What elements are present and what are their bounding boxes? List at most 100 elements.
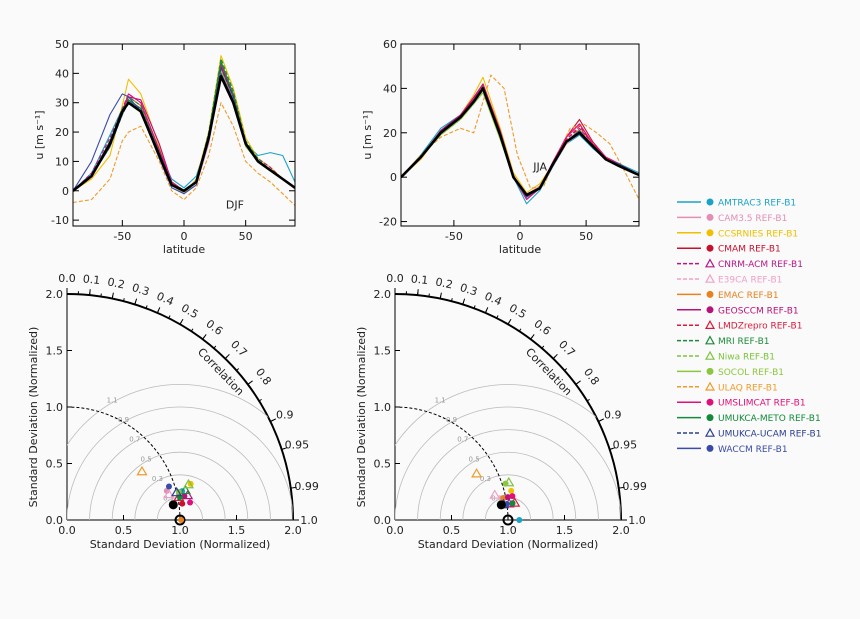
corr-tick-label: 0.7 bbox=[228, 338, 250, 360]
plot-area bbox=[73, 44, 295, 226]
taylor-point-mean bbox=[496, 500, 506, 510]
legend-marker-triangle bbox=[704, 350, 716, 360]
legend-marker-circle bbox=[706, 198, 714, 206]
rms-contours bbox=[395, 384, 621, 520]
taylor-point bbox=[165, 483, 172, 490]
corr-tick bbox=[618, 486, 625, 489]
corr-tick-label: 0.6 bbox=[203, 317, 225, 338]
taylor-point bbox=[178, 517, 185, 523]
taylor-point bbox=[509, 493, 516, 500]
y-tick-label: 20 bbox=[383, 127, 397, 140]
series-line bbox=[73, 102, 295, 206]
corr-minor-tick bbox=[530, 336, 533, 340]
legend-marker-circle bbox=[706, 414, 714, 422]
y-tick-label: -10 bbox=[51, 214, 69, 227]
legend-label: GEOSCCM REF-B1 bbox=[718, 306, 799, 316]
corr-tick-label: 0.2 bbox=[106, 275, 126, 291]
rms-contour-label: 0.7 bbox=[129, 436, 140, 444]
x-tick-label: 0.5 bbox=[115, 524, 133, 537]
x-tick-label: -50 bbox=[113, 230, 131, 243]
rms-contour bbox=[417, 429, 599, 520]
legend-marker-circle bbox=[706, 244, 714, 252]
corr-tick-label: 0.99 bbox=[622, 480, 647, 493]
taylor-point bbox=[502, 480, 509, 487]
corr-minor-tick bbox=[439, 295, 442, 299]
legend-marker-circle bbox=[706, 398, 714, 406]
corr-minor-tick bbox=[111, 295, 114, 299]
taylor-point-triangle bbox=[179, 484, 191, 495]
corr-tick-label: 0.8 bbox=[253, 366, 274, 388]
corr-minor-tick bbox=[518, 328, 522, 332]
x-tick-label: 50 bbox=[579, 230, 593, 243]
y-axis-label: Standard Deviation (Normalized) bbox=[355, 327, 368, 508]
x-tick-label: 0 bbox=[181, 230, 188, 243]
x-tick-label: 0.5 bbox=[443, 524, 461, 537]
x-tick-label: 2.0 bbox=[284, 524, 302, 537]
legend-label: LMDZrepro REF-B1 bbox=[718, 322, 802, 332]
rms-contour bbox=[67, 406, 293, 520]
rms-contour-label: 0.5 bbox=[469, 455, 480, 463]
line-panel-djf: -10 0 10 20 30 40 50 -50 0 50 latitude u [m s⁻¹] DJF bbox=[33, 38, 296, 256]
corr-tick-label: 0.2 bbox=[434, 275, 454, 291]
corr-minor-tick bbox=[247, 382, 251, 385]
y-tick-label: 0.5 bbox=[374, 458, 392, 471]
corr-minor-tick bbox=[270, 419, 274, 422]
x-tick-label: -50 bbox=[445, 230, 463, 243]
rms-contour-label: 0.3 bbox=[480, 475, 491, 483]
y-tick-label: 0.0 bbox=[46, 514, 64, 527]
y-tick-label: 10 bbox=[55, 155, 69, 168]
y-tick-label: 0.5 bbox=[46, 458, 64, 471]
corr-tick bbox=[290, 486, 297, 489]
x-tick-label: 1.5 bbox=[228, 524, 246, 537]
corr-tick-label: 0.0 bbox=[58, 272, 76, 285]
corr-minor-tick bbox=[484, 309, 488, 314]
legend-label: E39CA REF-B1 bbox=[718, 276, 782, 286]
rms-contour bbox=[89, 429, 271, 520]
y-tick-label: 60 bbox=[383, 38, 397, 51]
x-tick-label: 0 bbox=[517, 230, 524, 243]
x-tick-label: 1.0 bbox=[171, 524, 189, 537]
rms-contour bbox=[462, 474, 554, 520]
taylor-point bbox=[176, 494, 183, 501]
line-panel-jja: -20 0 20 40 60 -50 0 50 latitude u [m s⁻¹] JJA bbox=[361, 38, 640, 256]
legend-label: UMSLIMCAT REF-B1 bbox=[718, 399, 806, 409]
legend-label: CNRM-ACM REF-B1 bbox=[718, 260, 803, 270]
legend-label: CMAM REF-B1 bbox=[718, 245, 781, 255]
corr-tick-label: 0.0 bbox=[386, 272, 404, 285]
rms-contour bbox=[395, 384, 621, 520]
taylor-point-triangle bbox=[182, 478, 195, 489]
legend-label: UMUKCA-METO REF-B1 bbox=[718, 414, 821, 424]
corr-tick-label: 0.4 bbox=[155, 290, 176, 309]
rms-contour-label: 0.3 bbox=[152, 475, 163, 483]
plot-area bbox=[401, 44, 639, 226]
legend-marker-triangle bbox=[704, 319, 716, 329]
x-axis-label: Standard Deviation (Normalized) bbox=[90, 538, 271, 551]
y-axis-label: u [m s⁻¹] bbox=[33, 110, 46, 159]
corr-minor-tick bbox=[598, 419, 602, 422]
corr-minor-tick bbox=[145, 305, 148, 309]
legend-label: CAM3.5 REF-B1 bbox=[718, 214, 787, 224]
legend-marker-circle bbox=[706, 229, 714, 237]
corr-minor-tick bbox=[156, 309, 160, 314]
rms-contour-label: 0.9 bbox=[118, 416, 129, 424]
y-tick-label: 1.5 bbox=[374, 345, 392, 358]
corr-tick-label: 0.3 bbox=[458, 281, 479, 299]
y-tick-label: 1.5 bbox=[46, 345, 64, 358]
corr-minor-tick bbox=[281, 448, 285, 450]
reference-marker bbox=[502, 514, 514, 526]
corr-minor-tick bbox=[168, 315, 171, 319]
corr-minor-tick bbox=[190, 328, 194, 332]
corr-minor-tick bbox=[451, 298, 453, 302]
y-tick-label: 50 bbox=[55, 38, 69, 51]
y-tick-label: -20 bbox=[379, 216, 397, 229]
corr-minor-tick bbox=[236, 368, 240, 371]
x-tick-label: 1.5 bbox=[556, 524, 574, 537]
taylor-point bbox=[516, 517, 523, 523]
corr-minor-tick bbox=[609, 448, 613, 450]
corr-tick-label: 1.0 bbox=[628, 514, 646, 527]
outer-arc bbox=[66, 293, 294, 521]
x-tick-label: 0.0 bbox=[58, 524, 76, 537]
corr-minor-tick bbox=[462, 301, 465, 305]
corr-tick-label: 0.1 bbox=[410, 272, 429, 287]
